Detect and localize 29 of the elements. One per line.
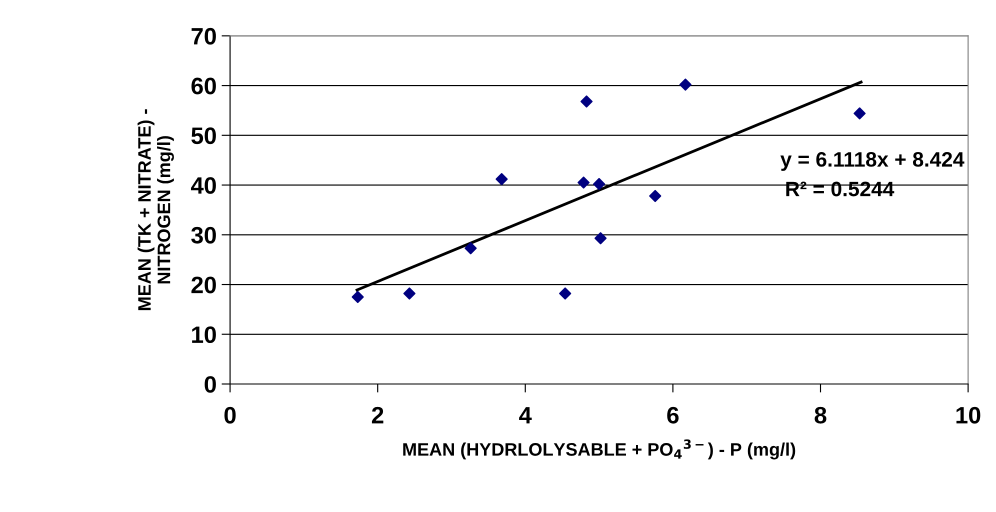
point [593, 178, 606, 190]
y-tick-label: 0 [204, 376, 216, 393]
point [679, 78, 692, 91]
x-tick-label: 0 [224, 406, 236, 424]
y-axis-title: MEAN (TK + NITRATE) - NITROGEN (mg/l) [138, 109, 174, 310]
x-tick-label: 8 [814, 406, 826, 424]
point [464, 242, 477, 254]
point [594, 232, 607, 244]
y-tick-label: 50 [191, 127, 216, 144]
x-tick-label: 6 [667, 406, 679, 424]
y-tick-label: 70 [192, 28, 216, 45]
x-tick-label: 2 [372, 406, 384, 424]
point [496, 173, 508, 186]
point [649, 190, 662, 202]
x-tick-label: 4 [519, 407, 532, 424]
point [578, 176, 590, 189]
y-tick-label: 30 [191, 226, 216, 244]
y-tick-label: 60 [191, 78, 216, 94]
annotation: y = 6.1118x + 8.424 [780, 152, 964, 171]
x-tick-label: 10 [956, 406, 980, 424]
point [352, 290, 364, 304]
y-tick-label: 20 [191, 276, 216, 294]
point [403, 287, 416, 300]
point [580, 95, 593, 108]
x-axis-title: MEAN (HYDRLOLYSABLE + PO$_{4}$$^{3−}$) - P (mg/l) [403, 439, 796, 460]
point [559, 287, 572, 300]
point [854, 107, 866, 120]
y-tick-label: 40 [190, 177, 216, 194]
y-tick-label: 10 [192, 326, 216, 344]
